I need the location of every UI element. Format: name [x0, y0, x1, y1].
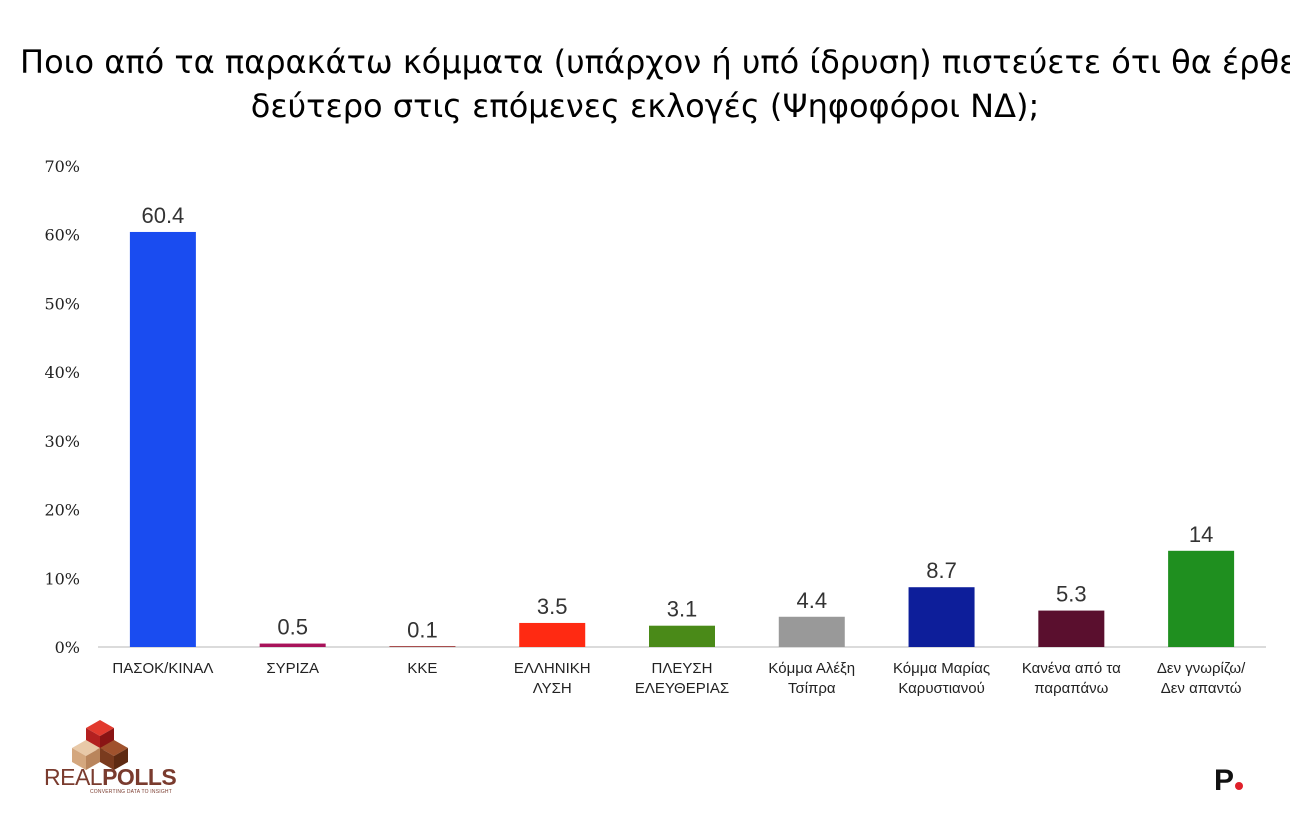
x-tick-label: ΕΛΕΥΘΕΡΙΑΣ	[635, 680, 729, 697]
data-label: 3.1	[667, 597, 698, 622]
wordmark-polls: POLLS	[102, 764, 177, 790]
x-tick-label: Κανένα από τα	[1022, 660, 1121, 677]
data-label: 14	[1189, 522, 1213, 547]
x-tick-label: ΛΥΣΗ	[533, 680, 572, 697]
x-tick-label: Τσίπρα	[788, 680, 836, 697]
data-label: 0.1	[407, 617, 438, 642]
bar	[908, 587, 975, 647]
chart-title-line-2: δεύτερο στις επόμενες εκλογές (Ψηφοφόροι…	[250, 87, 1040, 125]
y-tick-label: 70%	[44, 157, 80, 176]
bar	[1168, 550, 1235, 647]
x-tick-label: Δεν γνωρίζω/	[1157, 660, 1246, 677]
bar	[259, 643, 326, 647]
x-tick-label: ΕΛΛΗΝΙΚΗ	[514, 660, 591, 677]
x-tick-label: ΣΥΡΙΖΑ	[266, 660, 319, 677]
x-tick-label: ΚΚΕ	[407, 660, 437, 677]
bar	[1038, 610, 1105, 647]
data-label: 0.5	[277, 615, 308, 640]
y-tick-label: 30%	[44, 432, 80, 451]
bar	[649, 625, 715, 647]
x-tick-label: Κόμμα Αλέξη	[768, 660, 855, 677]
x-tick-label: Δεν απαντώ	[1161, 680, 1242, 697]
y-tick-label: 0%	[55, 638, 80, 657]
data-label: 4.4	[796, 588, 827, 613]
bar	[129, 231, 196, 648]
bar	[519, 622, 586, 647]
data-label: 60.4	[141, 203, 184, 228]
realpolls-wordmark: REALPOLLS	[44, 764, 177, 791]
publisher-logo-letter: P	[1214, 764, 1235, 797]
x-tick-label: ΠΛΕΥΣΗ	[652, 660, 713, 677]
data-label: 8.7	[926, 558, 957, 583]
y-tick-label: 40%	[44, 363, 80, 382]
realpolls-logo-icon	[72, 720, 128, 770]
x-tick-label: Καρυστιανού	[898, 680, 984, 697]
y-tick-label: 20%	[44, 501, 80, 520]
x-tick-label: Κόμμα Μαρίας	[893, 660, 990, 677]
x-tick-label: ΠΑΣΟΚ/ΚΙΝΑΛ	[112, 660, 213, 677]
chart-title: Ποιο από τα παρακάτω κόμματα (υπάρχον ή …	[20, 40, 1290, 128]
publisher-logo: P	[1214, 764, 1244, 797]
y-tick-label: 60%	[44, 226, 80, 245]
y-tick-label: 10%	[44, 569, 80, 588]
bar	[389, 646, 456, 647]
y-tick-label: 50%	[44, 294, 80, 313]
bar	[778, 616, 845, 647]
x-tick-label: παραπάνω	[1034, 680, 1108, 697]
chart-title-line-1: Ποιο από τα παρακάτω κόμματα (υπάρχον ή …	[20, 43, 1290, 81]
realpolls-tagline: CONVERTING DATA TO INSIGHT	[90, 789, 172, 795]
red-dot-icon	[1235, 782, 1244, 790]
data-label: 5.3	[1056, 582, 1087, 607]
wordmark-real: REAL	[44, 764, 103, 790]
data-label: 3.5	[537, 594, 568, 619]
